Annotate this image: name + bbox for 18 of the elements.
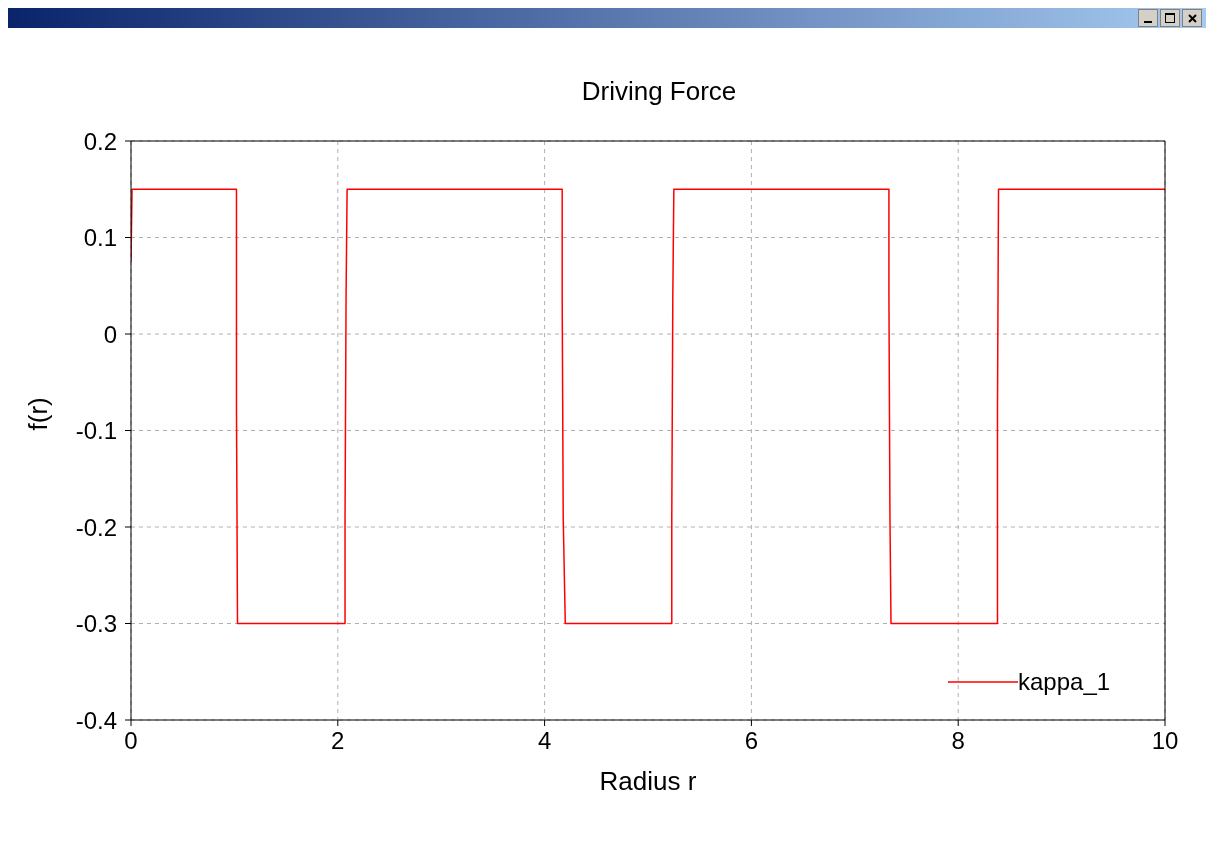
y-tick-label: -0.3 bbox=[75, 610, 117, 638]
y-tick-label: 0.1 bbox=[83, 224, 117, 252]
x-tick-label: 10 bbox=[1151, 727, 1179, 755]
x-tick-label: 0 bbox=[124, 727, 138, 755]
y-tick-label: 0.2 bbox=[83, 127, 117, 155]
x-tick-label: 2 bbox=[331, 727, 345, 755]
x-tick-label: 8 bbox=[951, 727, 965, 755]
y-tick-label: -0.2 bbox=[75, 513, 117, 541]
chart-title: Driving Force bbox=[581, 76, 737, 106]
y-tick-label: 0 bbox=[103, 320, 117, 348]
x-axis-title: Radius r bbox=[599, 766, 697, 796]
x-tick-label: 6 bbox=[744, 727, 759, 755]
y-tick-label: -0.1 bbox=[75, 417, 117, 445]
line-series bbox=[131, 188, 1165, 625]
y-axis-title: f(r) bbox=[23, 397, 54, 431]
x-tick-label: 4 bbox=[537, 727, 552, 755]
legend-label: kappa_1 bbox=[1018, 668, 1111, 696]
y-tick-label: -0.4 bbox=[75, 706, 117, 734]
